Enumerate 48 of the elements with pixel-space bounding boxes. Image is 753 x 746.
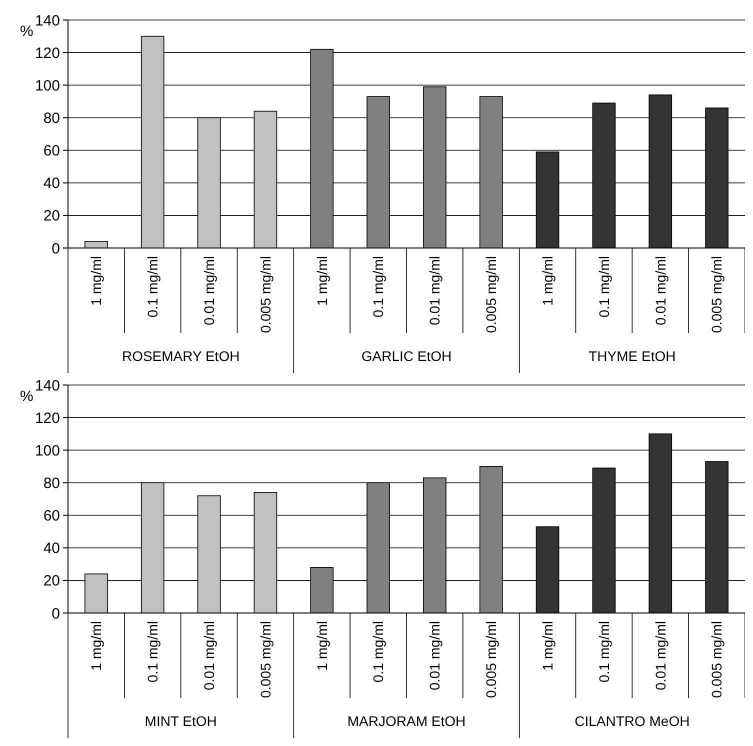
y-tick-label: 20	[43, 208, 60, 225]
y-tick-label: 40	[43, 175, 60, 192]
x-tick-label: 0.005 mg/ml	[257, 256, 274, 334]
text: MARJORAM EtOH	[347, 713, 466, 729]
x-tick-label: 1 mg/ml	[314, 256, 330, 306]
y-tick-label: 140	[34, 377, 60, 394]
x-tick-label: 0.01 mg/ml	[200, 256, 217, 326]
y-tick-label: 40	[43, 540, 60, 558]
x-tick-label: 0.1 mg/ml	[144, 621, 161, 682]
y-axis-title: %	[20, 388, 34, 405]
x-tick-label: 1 mg/ml	[539, 256, 556, 306]
x-tick-label: 0.1 mg/ml	[370, 621, 386, 682]
y-tick-label: 100	[34, 442, 60, 460]
x-tick-label: 0.01 mg/ml	[652, 256, 668, 326]
text: THYME EtOH	[588, 348, 676, 364]
y-tick-label: 60	[43, 142, 60, 160]
x-tick-label: 0.005 mg/ml	[257, 621, 274, 698]
x-tick-label: 0.1 mg/ml	[596, 621, 612, 682]
x-tick-label: 0.1 mg/ml	[596, 256, 612, 318]
y-tick-label: 20	[43, 572, 60, 590]
y-tick-label: 100	[34, 77, 60, 94]
y-tick-label: 120	[34, 410, 60, 427]
y-tick-label: 80	[43, 474, 60, 492]
y-tick-label: 140	[34, 12, 60, 30]
x-tick-label: 0.005 mg/ml	[708, 256, 725, 334]
text: CILANTRO MeOH	[574, 713, 690, 729]
x-tick-label: 0.005 mg/ml	[708, 621, 725, 698]
x-tick-label: 0.005 mg/ml	[483, 621, 500, 698]
y-tick-label: 60	[43, 508, 60, 525]
x-tick-label: 0.01 mg/ml	[426, 256, 443, 326]
y-tick-label: 0	[52, 240, 60, 258]
text: GARLIC EtOH	[361, 348, 452, 364]
y-tick-label: 0	[52, 605, 60, 622]
y-axis-title: %	[20, 23, 34, 40]
y-tick-label: 120	[34, 44, 60, 62]
x-tick-label: 0.01 mg/ml	[652, 621, 668, 690]
x-tick-label: 1 mg/ml	[88, 621, 104, 671]
text: MINT EtOH	[144, 713, 217, 729]
x-tick-label: 1 mg/ml	[88, 256, 104, 306]
y-tick-label: 80	[43, 110, 60, 127]
x-tick-label: 0.1 mg/ml	[370, 256, 386, 318]
x-tick-label: 0.1 mg/ml	[144, 256, 161, 318]
x-tick-label: 1 mg/ml	[314, 621, 330, 671]
x-tick-label: 0.01 mg/ml	[200, 621, 217, 690]
x-tick-label: 0.01 mg/ml	[426, 621, 443, 690]
text: ROSEMARY EtOH	[122, 348, 240, 364]
x-tick-label: 0.005 mg/ml	[483, 256, 500, 334]
x-tick-label: 1 mg/ml	[539, 621, 556, 671]
